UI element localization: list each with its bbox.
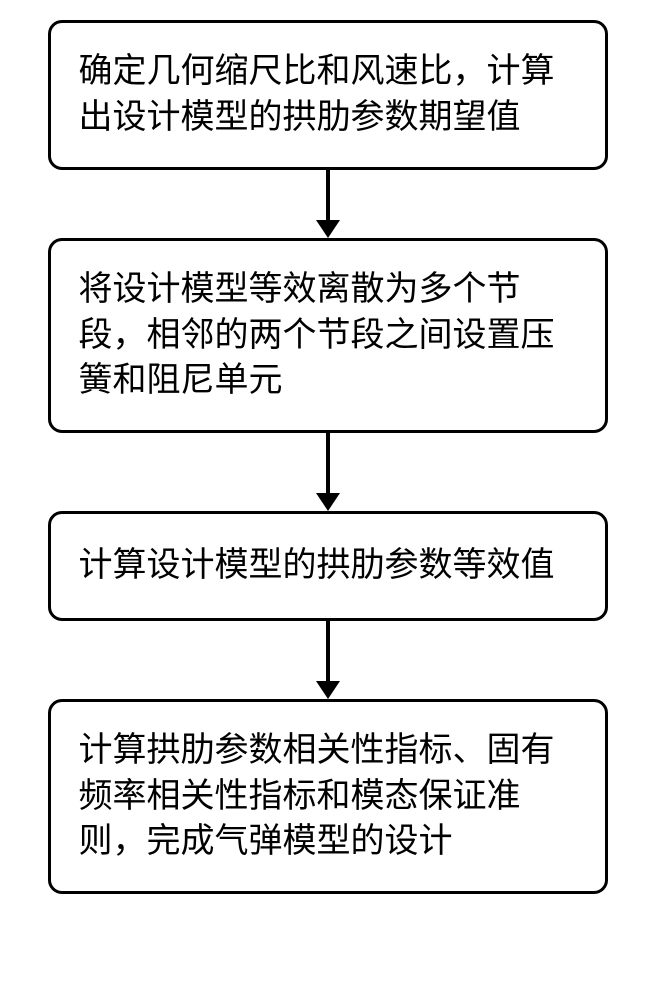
- flow-node-step4: 计算拱肋参数相关性指标、固有频率相关性指标和模态保证准则，完成气弹模型的设计: [48, 699, 608, 894]
- flow-node-text: 确定几何缩尺比和风速比，计算出设计模型的拱肋参数期望值: [79, 49, 577, 141]
- arrow-head-icon: [316, 681, 340, 699]
- flow-node-text: 将设计模型等效离散为多个节段，相邻的两个节段之间设置压簧和阻尼单元: [79, 267, 577, 405]
- flow-node-step3: 计算设计模型的拱肋参数等效值: [48, 511, 608, 621]
- flowchart-container: 确定几何缩尺比和风速比，计算出设计模型的拱肋参数期望值将设计模型等效离散为多个节…: [0, 0, 655, 1000]
- flow-node-step1: 确定几何缩尺比和风速比，计算出设计模型的拱肋参数期望值: [48, 20, 608, 170]
- arrow-head-icon: [316, 220, 340, 238]
- arrow-shaft: [326, 170, 330, 220]
- arrow-head-icon: [316, 493, 340, 511]
- flow-arrow: [316, 621, 340, 699]
- flow-arrow: [316, 433, 340, 511]
- flow-arrow: [316, 170, 340, 238]
- flow-node-text: 计算拱肋参数相关性指标、固有频率相关性指标和模态保证准则，完成气弹模型的设计: [79, 728, 577, 866]
- arrow-shaft: [326, 621, 330, 681]
- flow-node-step2: 将设计模型等效离散为多个节段，相邻的两个节段之间设置压簧和阻尼单元: [48, 238, 608, 433]
- flow-node-text: 计算设计模型的拱肋参数等效值: [79, 543, 577, 589]
- arrow-shaft: [326, 433, 330, 493]
